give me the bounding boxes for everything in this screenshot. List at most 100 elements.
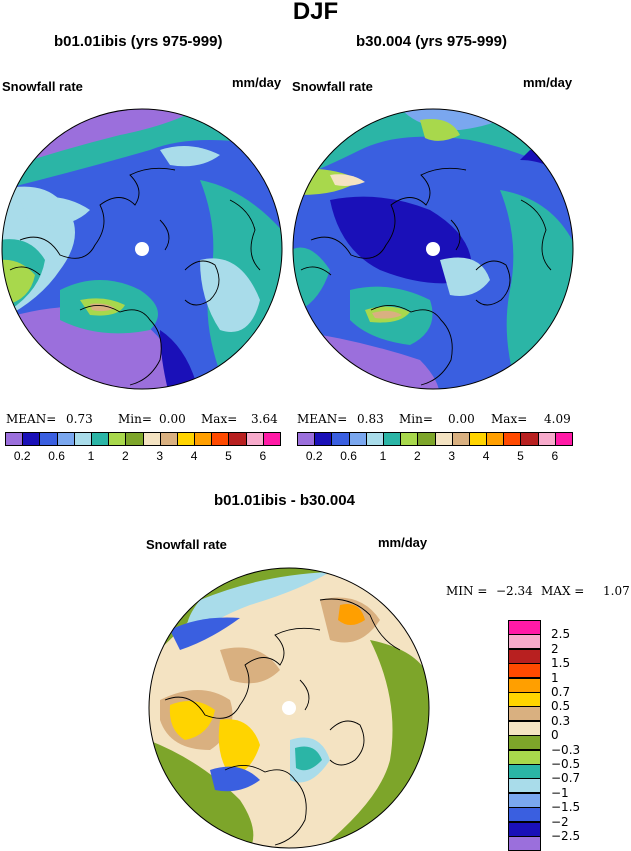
colorbar-swatch bbox=[434, 432, 453, 446]
diff-max-label: MAX = bbox=[541, 584, 585, 598]
colorbar-tick-label: 0.3 bbox=[551, 713, 571, 728]
colorbar-swatch bbox=[508, 749, 541, 765]
colorbar-tick-label: 0 bbox=[551, 728, 559, 743]
panel2-max-value: 4.09 bbox=[544, 412, 571, 426]
colorbar-tick-label: 0.7 bbox=[551, 685, 571, 699]
colorbar-swatch bbox=[382, 432, 402, 446]
colorbar-swatch bbox=[451, 432, 470, 446]
colorbar-swatch bbox=[159, 432, 178, 446]
colorbar-swatch bbox=[508, 735, 541, 751]
colorbar-swatch bbox=[56, 432, 75, 446]
colorbar-swatch bbox=[211, 432, 230, 446]
colorbar-tick-label: 4 bbox=[482, 449, 490, 463]
colorbar-tick-label: 0.6 bbox=[48, 449, 65, 463]
diff-subtitle: b01.01ibis - b30.004 bbox=[214, 492, 355, 509]
colorbar-swatch bbox=[508, 836, 541, 851]
panel2-colorbar-ticks: 0.2 0.6 1 2 3 4 5 6 bbox=[0, 449, 631, 465]
colorbar-tick-label: 5 bbox=[225, 449, 232, 463]
colorbar-tick-label: 2 bbox=[121, 449, 129, 463]
panel2-colorbar bbox=[297, 432, 573, 446]
figure-title: DJF bbox=[292, 0, 339, 25]
colorbar-swatch bbox=[176, 432, 196, 446]
panel1-mean-label: MEAN= bbox=[6, 412, 57, 426]
panel1-colorbar bbox=[5, 432, 281, 446]
panel1-min-label: Min= bbox=[118, 412, 152, 426]
colorbar-tick-label: 1 bbox=[87, 449, 95, 463]
colorbar-swatch bbox=[73, 432, 92, 446]
colorbar-swatch bbox=[508, 778, 541, 794]
colorbar-tick-label: −1 bbox=[551, 785, 569, 800]
panel1-subtitle: b01.01ibis (yrs 975-999) bbox=[54, 33, 223, 50]
colorbar-swatch bbox=[508, 648, 541, 664]
colorbar-swatch bbox=[90, 432, 110, 446]
colorbar-swatch bbox=[245, 432, 264, 446]
colorbar-swatch bbox=[22, 432, 41, 446]
colorbar-tick-label: 6 bbox=[259, 449, 267, 463]
colorbar-swatch bbox=[508, 620, 541, 635]
colorbar-swatch bbox=[508, 720, 541, 736]
colorbar-tick-label: 1 bbox=[379, 449, 387, 463]
colorbar-swatch bbox=[417, 432, 436, 446]
panel2-min-value: 0.00 bbox=[448, 412, 475, 426]
colorbar-tick-label: −2 bbox=[551, 814, 569, 829]
diff-min-label: MIN = bbox=[446, 584, 488, 598]
panel2-units-label: mm/day bbox=[523, 75, 573, 90]
panel2-map-border bbox=[292, 108, 574, 390]
panel1-colorbar-ticks: 0.2 0.6 1 2 3 4 5 6 bbox=[0, 449, 631, 465]
colorbar-tick-label: −0.3 bbox=[551, 742, 581, 757]
colorbar-swatch bbox=[297, 432, 316, 446]
colorbar-swatch bbox=[5, 432, 24, 446]
colorbar-swatch bbox=[331, 432, 350, 446]
colorbar-tick-label: −0.5 bbox=[551, 757, 581, 771]
colorbar-swatch bbox=[125, 432, 144, 446]
panel1-mean-value: 0.73 bbox=[66, 412, 93, 426]
colorbar-tick-label: 2.5 bbox=[551, 627, 571, 642]
panel1-coastlines bbox=[9, 167, 261, 386]
panel1-max-label: Max= bbox=[201, 412, 238, 426]
colorbar-swatch bbox=[537, 432, 556, 446]
colorbar-tick-label: −1.5 bbox=[551, 800, 581, 815]
colorbar-tick-label: 5 bbox=[517, 449, 524, 463]
colorbar-tick-label: −2.5 bbox=[551, 829, 581, 843]
colorbar-swatch bbox=[400, 432, 419, 446]
colorbar-tick-label: 6 bbox=[551, 449, 559, 463]
colorbar-tick-label: −0.7 bbox=[551, 771, 581, 786]
panel1-max-value: 3.64 bbox=[251, 412, 278, 426]
diff-map-border bbox=[148, 567, 430, 849]
colorbar-swatch bbox=[348, 432, 367, 446]
panel1-min-value: 0.00 bbox=[159, 412, 186, 426]
colorbar-tick-label: 2 bbox=[551, 641, 559, 656]
panel2-pole-marker bbox=[426, 242, 440, 256]
colorbar-tick-label: 0.5 bbox=[551, 699, 571, 714]
panel2-mean-value: 0.83 bbox=[357, 412, 384, 426]
colorbar-swatch bbox=[365, 432, 384, 446]
panel2-subtitle: b30.004 (yrs 975-999) bbox=[356, 33, 507, 50]
colorbar-swatch bbox=[508, 821, 541, 837]
colorbar-swatch bbox=[508, 807, 541, 823]
colorbar-swatch bbox=[554, 432, 573, 446]
panel1-variable-label: Snowfall rate bbox=[2, 79, 83, 94]
diff-coastlines bbox=[164, 598, 401, 846]
colorbar-tick-label: 0.2 bbox=[13, 449, 31, 463]
diff-units-label: mm/day bbox=[378, 535, 428, 550]
colorbar-swatch bbox=[508, 663, 541, 679]
colorbar-tick-label: 4 bbox=[190, 449, 198, 463]
diff-pole-marker bbox=[282, 701, 296, 715]
colorbar-swatch bbox=[314, 432, 333, 446]
colorbar-swatch bbox=[142, 432, 161, 446]
colorbar-tick-label: 2 bbox=[413, 449, 421, 463]
panel2-min-label: Min= bbox=[399, 412, 433, 426]
colorbar-tick-label: 3 bbox=[156, 449, 164, 463]
colorbar-tick-label: 1 bbox=[551, 670, 559, 685]
colorbar-swatch bbox=[508, 764, 541, 779]
colorbar-swatch bbox=[508, 692, 541, 707]
colorbar-swatch bbox=[508, 792, 541, 808]
colorbar-swatch bbox=[39, 432, 58, 446]
panel2-max-label: Max= bbox=[491, 412, 528, 426]
panel1-map-border bbox=[1, 108, 283, 390]
panel1-pole-marker bbox=[135, 242, 149, 256]
diff-min-value: −2.34 bbox=[496, 584, 533, 598]
diff-max-value: 1.07 bbox=[603, 584, 630, 598]
panel2-coastlines bbox=[300, 167, 552, 386]
